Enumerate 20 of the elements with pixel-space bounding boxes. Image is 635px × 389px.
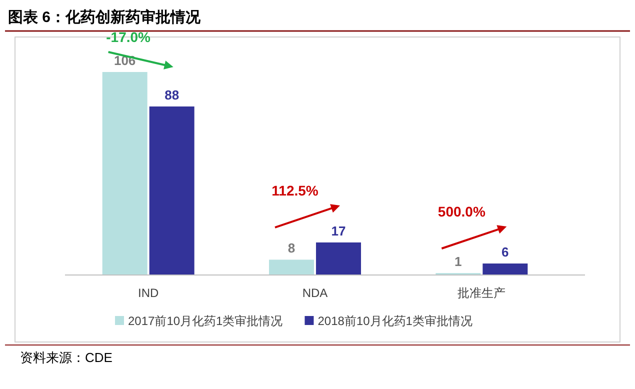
x-tick-label: IND — [138, 286, 159, 300]
x-tick-label: 批准生产 — [458, 286, 506, 300]
text: -17.0% — [106, 29, 152, 45]
data-label: 6 — [502, 244, 509, 260]
text: 资料来源：CDE — [20, 350, 113, 365]
data-label: 1 — [454, 254, 462, 270]
bar — [316, 242, 361, 275]
x-tick-label: NDA — [302, 286, 328, 300]
data-label: 88 — [164, 87, 180, 102]
bar — [269, 260, 314, 275]
bar — [149, 106, 194, 275]
legend-label: 2017前10月化药1类审批情况 — [128, 314, 283, 328]
bar — [482, 264, 528, 275]
bar — [102, 72, 148, 275]
legend-label: 2018前10月化药1类审批情况 — [318, 314, 472, 328]
annotation: 112.5% — [272, 182, 319, 198]
data-label: 17 — [331, 223, 346, 238]
annotation: 500.0% — [438, 204, 486, 220]
data-label: 8 — [288, 240, 296, 256]
chart-title: 图表 6：化药创新药审批情况 — [8, 8, 202, 26]
